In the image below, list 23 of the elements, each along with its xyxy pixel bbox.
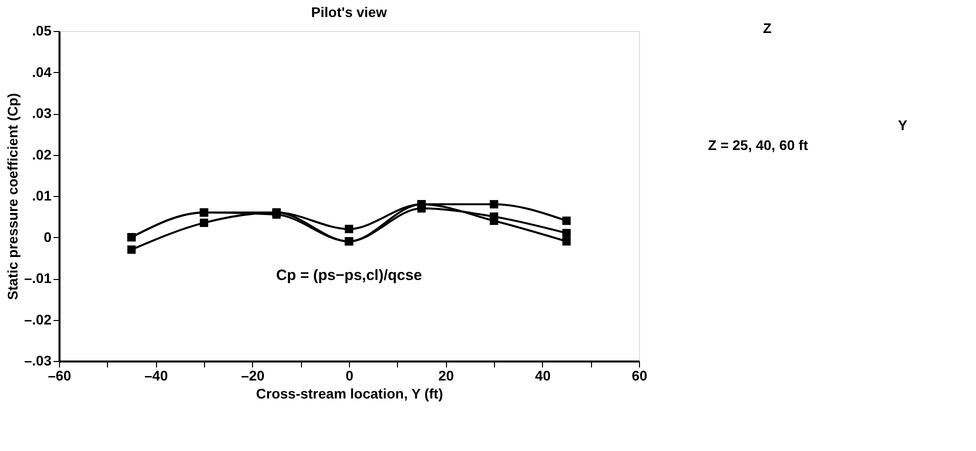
- x-tick-label: 0: [346, 368, 354, 384]
- x-tick-label: –60: [48, 368, 72, 384]
- text: Z = 25, 40, 60 ft: [708, 137, 808, 153]
- y-tick-label: –.01: [24, 270, 52, 286]
- y-tick-label: .04: [32, 64, 52, 80]
- x-tick-label: –20: [241, 368, 265, 384]
- x-axis-title: Cross-stream location, Y (ft): [256, 386, 443, 402]
- y-tick-label: .03: [32, 105, 52, 121]
- x-tick-label: 40: [535, 368, 551, 384]
- annotation: Cp = (ps−ps,cl)/qcse: [276, 267, 422, 284]
- y-tick-label: .05: [32, 22, 52, 38]
- y-tick-label: –.03: [24, 352, 52, 368]
- chart-title: Pilot's view: [311, 4, 387, 20]
- y-tick-label: .02: [32, 146, 52, 162]
- x-tick-label: 60: [632, 368, 648, 384]
- text: Z: [763, 20, 772, 36]
- y-tick-label: .01: [32, 188, 52, 204]
- x-tick-label: –40: [144, 368, 168, 384]
- text: Y: [898, 117, 908, 133]
- x-tick-label: 20: [438, 368, 454, 384]
- y-axis-title: Static pressure coefficient (Cp): [4, 93, 20, 300]
- y-tick-label: 0: [44, 228, 52, 245]
- y-tick-label: –.02: [24, 311, 52, 328]
